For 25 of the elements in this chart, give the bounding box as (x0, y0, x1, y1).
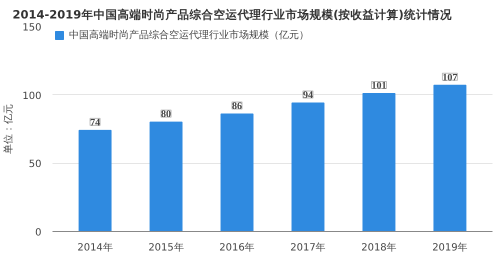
legend-label: 中国高端时尚产品综合空运代理行业市场规模（亿元） (69, 28, 309, 42)
x-tick-label: 2016年 (219, 242, 255, 254)
y-tick-label: 50 (28, 159, 42, 170)
y-tick-label: 0 (35, 228, 42, 238)
x-tick-label: 2019年 (432, 242, 468, 254)
x-tick-label: 2014年 (77, 242, 113, 254)
bar (150, 122, 183, 232)
y-axis-title: 单位：亿元 (2, 104, 14, 154)
y-tick-label: 100 (22, 90, 42, 102)
x-tick-label: 2018年 (361, 242, 397, 254)
data-label: 94 (302, 90, 313, 102)
data-label: 86 (232, 100, 242, 112)
bar (78, 130, 112, 232)
bar (362, 92, 396, 232)
data-label: 107 (442, 72, 458, 84)
data-label: 101 (371, 80, 386, 92)
data-label: 80 (161, 109, 172, 120)
bar (292, 102, 324, 232)
chart-title: 2014-2019年中国高端时尚产品综合空运代理行业市场规模(按收益计算)统计情况 (12, 8, 453, 22)
bar (433, 84, 466, 232)
data-label: 74 (90, 117, 100, 128)
y-tick-label: 150 (22, 22, 42, 34)
bar (220, 113, 254, 232)
x-tick-label: 2017年 (290, 242, 326, 254)
x-tick-label: 2015年 (148, 242, 184, 254)
